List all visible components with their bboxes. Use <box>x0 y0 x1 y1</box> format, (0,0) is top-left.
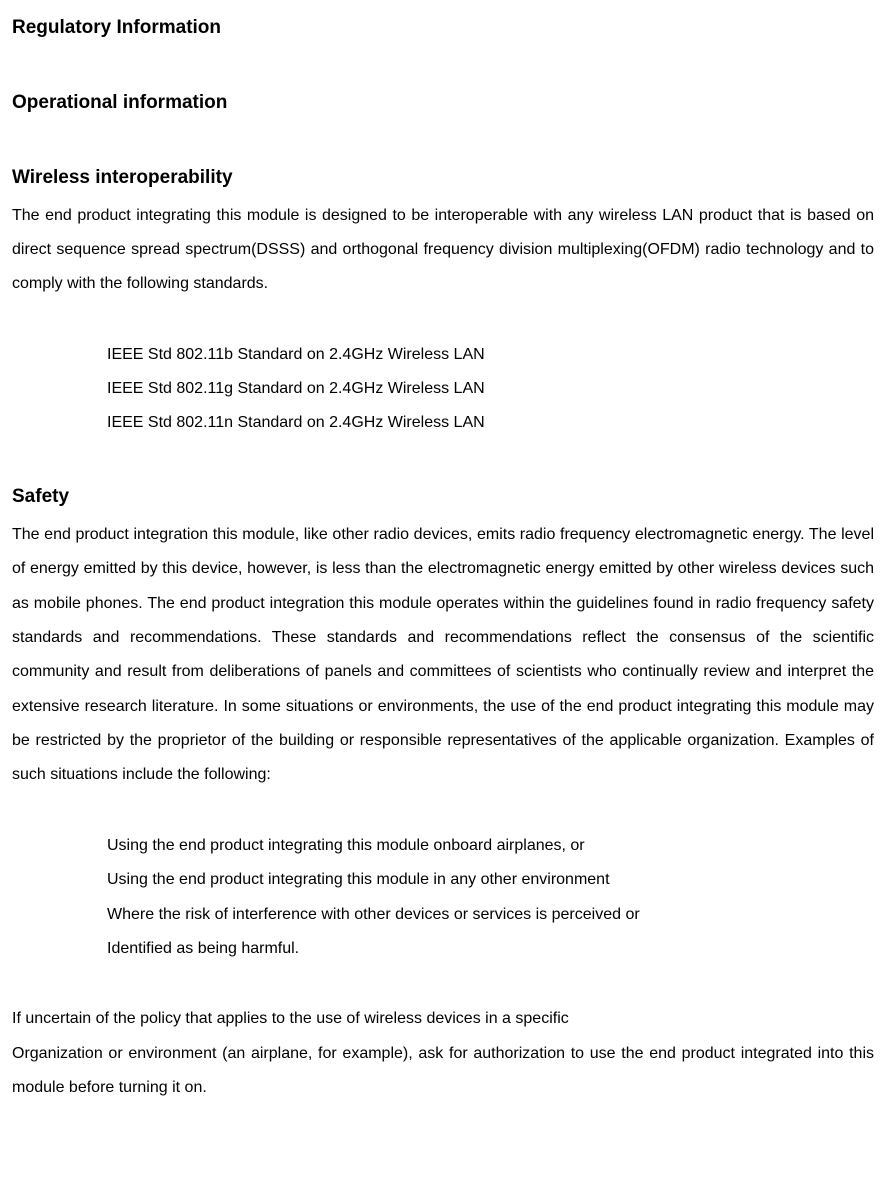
safety-paragraph: The end product integration this module,… <box>12 518 874 793</box>
safety-situation-item: Where the risk of interference with othe… <box>107 898 874 932</box>
closing-line-2: Organization or environment (an airplane… <box>12 1037 874 1106</box>
operational-information-heading: Operational information <box>12 83 874 124</box>
wireless-interoperability-heading: Wireless interoperability <box>12 158 874 199</box>
closing-paragraph-block: If uncertain of the policy that applies … <box>12 1002 874 1105</box>
safety-heading: Safety <box>12 477 874 518</box>
safety-situations-list: Using the end product integrating this m… <box>12 829 874 967</box>
standard-item: IEEE Std 802.11n Standard on 2.4GHz Wire… <box>107 406 874 440</box>
safety-situation-item: Identified as being harmful. <box>107 932 874 966</box>
wireless-intro-paragraph: The end product integrating this module … <box>12 199 874 302</box>
safety-situation-item: Using the end product integrating this m… <box>107 863 874 897</box>
regulatory-information-heading: Regulatory Information <box>12 8 874 49</box>
standard-item: IEEE Std 802.11g Standard on 2.4GHz Wire… <box>107 372 874 406</box>
closing-line-1: If uncertain of the policy that applies … <box>12 1002 874 1036</box>
safety-situation-item: Using the end product integrating this m… <box>107 829 874 863</box>
standard-item: IEEE Std 802.11b Standard on 2.4GHz Wire… <box>107 338 874 372</box>
standards-list: IEEE Std 802.11b Standard on 2.4GHz Wire… <box>12 338 874 441</box>
